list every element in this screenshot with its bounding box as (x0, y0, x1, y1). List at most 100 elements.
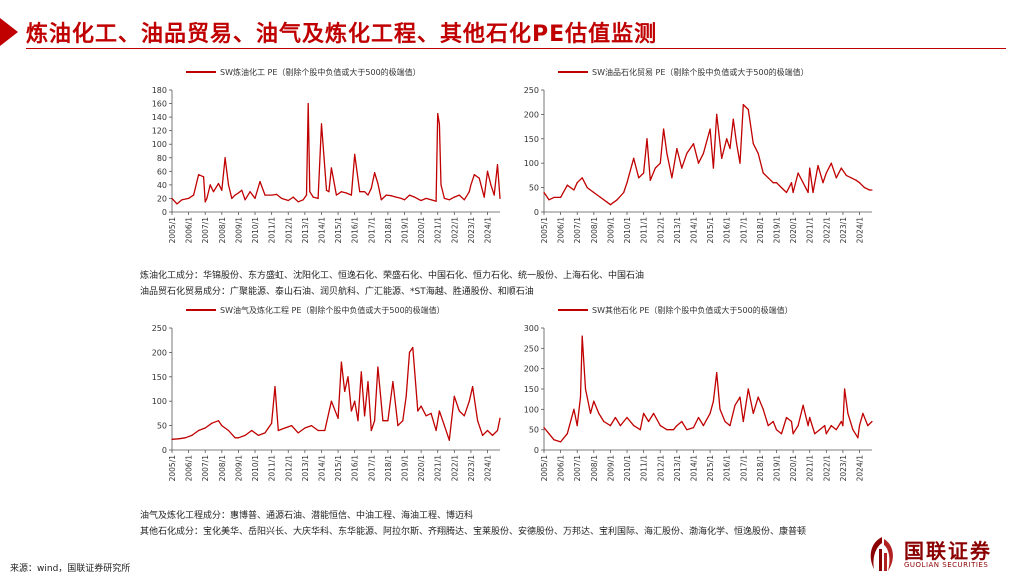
pe-data-point (297, 201, 299, 203)
x-tick-label: 2014/1 (317, 455, 326, 482)
pe-data-point (709, 412, 711, 414)
x-tick-label: 2019/1 (773, 217, 782, 244)
pe-data-point (548, 433, 550, 435)
pe-data-point (840, 420, 842, 423)
pe-data-point (181, 199, 183, 201)
pe-data-point (364, 415, 366, 417)
pe-data-point (237, 192, 240, 194)
x-tick-label: 2009/1 (234, 455, 243, 482)
pe-data-point (576, 425, 578, 427)
pe-data-point (802, 404, 804, 406)
pe-data-point (653, 412, 655, 414)
x-tick-label: 2011/1 (268, 455, 277, 482)
pe-data-point (566, 184, 568, 186)
pe-data-point (370, 187, 372, 189)
x-tick-label: 2021/1 (806, 217, 815, 244)
pe-data-point (231, 197, 233, 200)
pe-data-point (350, 194, 352, 196)
pe-data-point (284, 427, 286, 429)
x-tick-label: 2007/1 (201, 217, 210, 244)
x-tick-label: 2005/1 (540, 455, 549, 482)
pe-data-point (681, 420, 683, 423)
pe-data-point (623, 191, 625, 194)
pe-data-point (211, 422, 213, 424)
pe-data-point (350, 410, 352, 412)
pe-data-point (476, 420, 479, 422)
pe-data-point (807, 191, 809, 194)
pe-data-point (184, 437, 186, 439)
pe-data-point (478, 177, 480, 179)
x-tick-label: 2022/1 (822, 455, 831, 482)
x-tick-label: 2024/1 (484, 455, 493, 482)
y-tick-label: 40 (157, 181, 167, 190)
pe-data-point (842, 425, 844, 427)
x-tick-label: 2022/1 (450, 217, 459, 244)
pe-data-point (785, 416, 788, 419)
x-tick-label: 2006/1 (185, 217, 194, 244)
pe-data-point (726, 138, 728, 140)
pe-data-point (702, 425, 705, 427)
pe-data-point (732, 118, 734, 120)
pe-data-point (560, 196, 562, 198)
x-tick-label: 2012/1 (656, 217, 665, 244)
page-title: 炼油化工、油品贸易、油气及炼化工程、其他石化PE估值监测 (26, 22, 658, 47)
pe-data-point (188, 197, 190, 200)
pe-data-point (807, 425, 809, 427)
pe-data-point (654, 167, 656, 169)
y-tick-label: 50 (529, 426, 539, 435)
x-tick-label: 2023/1 (467, 455, 476, 482)
pe-data-point (581, 177, 583, 179)
x-tick-label: 2016/1 (723, 217, 732, 244)
y-tick-label: 250 (524, 86, 539, 95)
pe-data-point (264, 432, 266, 434)
x-tick-label: 2018/1 (756, 217, 765, 244)
pe-data-point (374, 420, 376, 422)
legend-label: SW油品石化贸易 PE（剔除个股中负值或大于500的极端值） (592, 67, 809, 77)
pe-data-point (496, 429, 499, 432)
pe-data-point (374, 172, 376, 174)
pe-data-point (274, 385, 276, 388)
pe-data-point (633, 157, 635, 159)
pe-data-point (408, 194, 411, 196)
pe-data-point (686, 429, 688, 431)
x-tick-label: 2008/1 (218, 455, 227, 482)
pe-data-point (244, 199, 246, 201)
pe-data-point (202, 176, 205, 178)
x-tick-label: 2012/1 (656, 455, 665, 482)
pe-data-point (847, 412, 849, 414)
pe-data-point (438, 123, 440, 125)
y-tick-label: 100 (524, 159, 539, 168)
x-tick-label: 2013/1 (301, 217, 310, 244)
pe-data-point (359, 191, 361, 193)
pe-data-point (435, 429, 437, 432)
pe-data-point (486, 429, 489, 432)
pe-data-point (400, 197, 402, 200)
pe-data-point (742, 420, 744, 423)
source-note: 来源：wind，国联证券研究所 (10, 564, 131, 574)
y-tick-label: 200 (152, 348, 167, 357)
pe-data-point (767, 177, 769, 179)
pe-data-point (792, 433, 794, 435)
pe-data-point (871, 420, 873, 423)
pe-data-point (390, 195, 392, 197)
pe-data-point (802, 182, 804, 184)
pe-data-point (729, 147, 731, 150)
x-tick-label: 2013/1 (673, 455, 682, 482)
pe-data-point (305, 194, 308, 196)
pe-data-point (204, 201, 206, 203)
pe-data-point (304, 427, 306, 429)
pe-data-point (408, 351, 411, 353)
pe-data-point (797, 425, 799, 427)
x-tick-label: 2021/1 (434, 455, 443, 482)
pe-data-point (417, 410, 419, 412)
pe-data-point (367, 194, 369, 196)
pe-data-point (395, 196, 397, 198)
pe-data-point (364, 191, 366, 193)
pe-data-point (354, 400, 356, 402)
pe-data-point (259, 180, 261, 183)
y-tick-label: 300 (524, 324, 539, 333)
composition-refining: 炼油化工成分：华锦股份、东方盛虹、沈阳化工、恒逸石化、荣盛石化、中国石化、恒力石… (140, 271, 645, 281)
pe-data-point (739, 396, 741, 398)
pe-data-point (638, 177, 640, 179)
x-tick-label: 2017/1 (739, 455, 748, 482)
